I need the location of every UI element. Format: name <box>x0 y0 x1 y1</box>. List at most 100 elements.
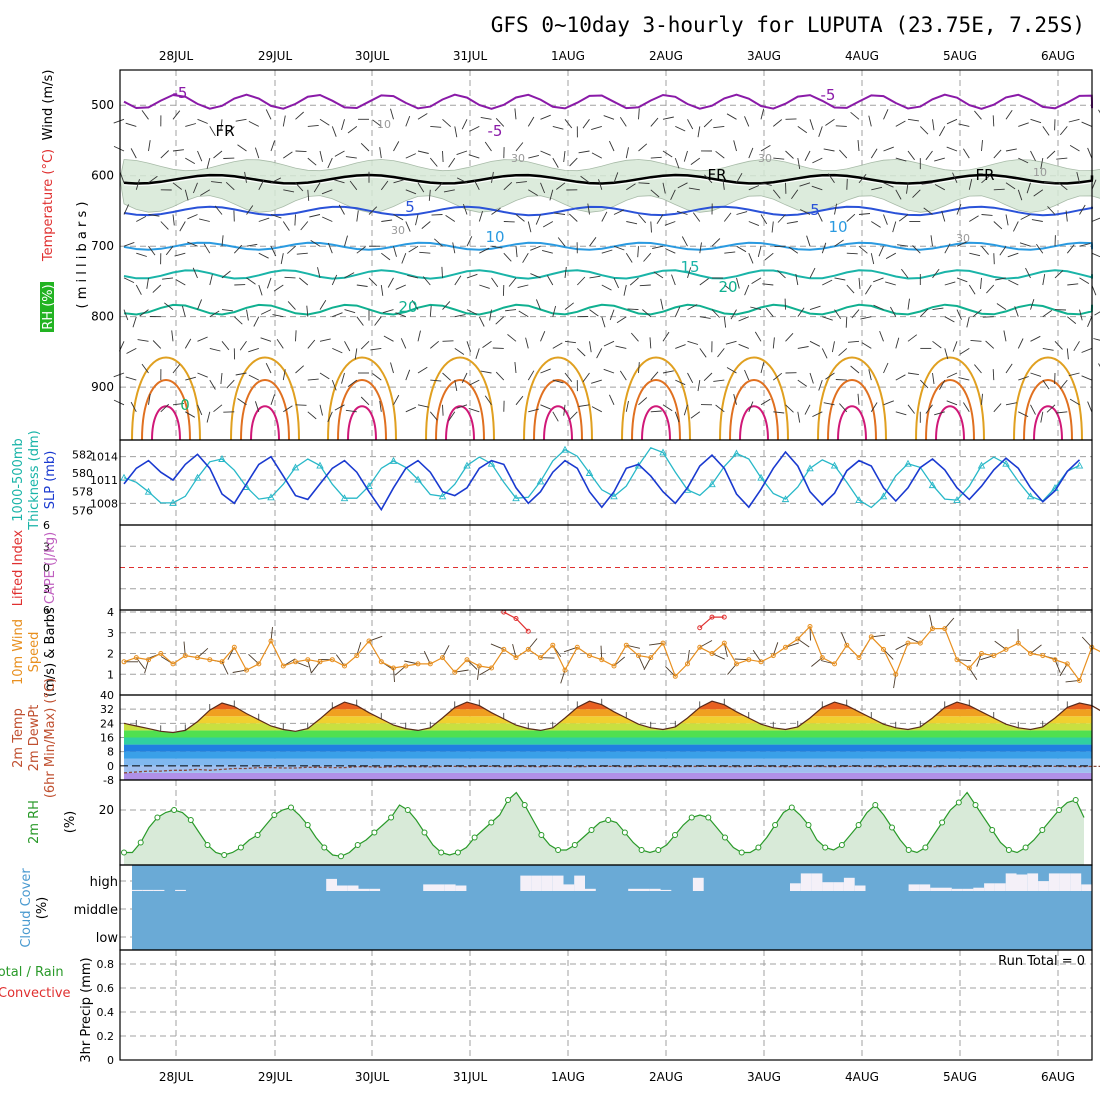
wind-barb <box>569 411 578 421</box>
wind-barb <box>213 150 223 159</box>
wind-barb <box>405 221 411 232</box>
warm-contour <box>631 379 681 441</box>
wind-barb <box>527 221 532 233</box>
wind-barb <box>563 404 566 416</box>
wind-barb <box>160 221 169 230</box>
wind-barb <box>172 110 181 120</box>
precip-label-1: Total / Rain <box>0 965 64 980</box>
wind-barb <box>898 214 909 222</box>
wind-barb <box>273 284 284 292</box>
contour-label: 10 <box>485 228 504 246</box>
wind10-point <box>133 655 139 661</box>
wind10-point <box>1077 678 1082 683</box>
wind10-point <box>954 657 960 663</box>
freezing-level <box>123 173 1094 185</box>
wind-barb <box>456 150 468 156</box>
wind-barb <box>626 221 638 225</box>
date-tick-bottom: 30JUL <box>355 1070 390 1084</box>
date-tick-top: 29JUL <box>258 49 293 63</box>
wind-barb <box>1094 311 1100 316</box>
wind-barb <box>858 174 867 184</box>
wind-barb <box>687 267 692 279</box>
wind-barb <box>629 277 639 286</box>
wind10-point <box>1003 646 1009 652</box>
wind10-point <box>415 661 421 667</box>
wind-barb <box>1030 299 1035 310</box>
wind10-point <box>366 638 372 644</box>
cloud-gap <box>1027 873 1039 891</box>
precip-tick: 0.2 <box>97 1030 115 1043</box>
wind-barb <box>300 221 309 231</box>
wind-barb <box>736 277 740 289</box>
wind-barb <box>662 370 674 374</box>
wind-barb <box>773 157 785 160</box>
wind-barb <box>401 253 407 264</box>
pressure-tick: 800 <box>91 310 114 324</box>
wind-barb <box>897 244 909 247</box>
wind-barb <box>407 274 419 279</box>
wind-barb <box>638 182 650 184</box>
wind-barb <box>765 307 774 317</box>
wind-barb <box>148 245 156 256</box>
wind-barb <box>270 140 276 152</box>
wind-barb <box>535 299 541 310</box>
cloud-gap <box>919 884 931 891</box>
wind-barb <box>518 310 529 318</box>
wind-barb <box>1046 150 1056 159</box>
cloud-gap <box>822 882 834 891</box>
wind-barb <box>452 242 456 254</box>
wind-barb <box>505 309 517 312</box>
freezing-level-inner <box>123 176 1093 187</box>
rh2m-label-1: 2m RH <box>27 800 42 844</box>
wind-barb <box>907 372 919 376</box>
wind-barb <box>865 284 872 295</box>
wind-barb <box>754 331 762 342</box>
wind-barb <box>1056 411 1068 414</box>
cloud-gap <box>908 884 920 891</box>
wind-barb <box>387 277 394 288</box>
contour-label: 30 <box>511 152 525 165</box>
wind-barb <box>160 150 170 159</box>
wind-barb <box>552 125 564 130</box>
wind-barb <box>1007 252 1019 258</box>
wind-barb <box>503 252 512 262</box>
wind-barb <box>454 380 458 391</box>
rh-point <box>137 839 144 846</box>
wind-barb <box>434 182 443 192</box>
temp-band <box>124 730 1092 738</box>
wind-barb <box>1069 398 1080 406</box>
wind-barb <box>723 212 732 222</box>
wind-barb <box>454 314 466 318</box>
wind-barb <box>925 150 933 161</box>
wind-barb <box>638 214 647 224</box>
wind-barb <box>797 158 801 169</box>
wind10-point <box>280 663 286 669</box>
lifted-index-line <box>503 611 529 632</box>
wind-barb <box>489 309 492 321</box>
wind-barb <box>192 182 198 194</box>
wind-barb <box>982 316 994 318</box>
wind-barb <box>260 309 272 315</box>
wind-barb <box>1079 277 1090 284</box>
wind-barb <box>981 393 983 405</box>
wind-barb <box>331 379 337 391</box>
wind-barb <box>736 172 743 184</box>
wind-barb <box>415 214 419 226</box>
wind-barb <box>627 308 639 311</box>
wind10-point <box>562 667 568 673</box>
thickness-point <box>487 459 496 467</box>
wind10-point <box>942 626 948 632</box>
wind10-point <box>893 671 899 677</box>
wind10-point <box>574 644 580 650</box>
wind-barb <box>736 245 747 253</box>
temp-tick: -8 <box>103 774 114 787</box>
wind-barb <box>248 120 260 127</box>
wind-barb <box>237 398 247 406</box>
wind-barb <box>321 189 333 195</box>
wind-barb <box>307 189 310 201</box>
thickness-point <box>536 477 545 485</box>
wind-barb <box>858 277 861 289</box>
wind-barb <box>568 213 578 222</box>
li-tick: 3 <box>43 540 50 553</box>
wind-barb <box>185 411 196 418</box>
